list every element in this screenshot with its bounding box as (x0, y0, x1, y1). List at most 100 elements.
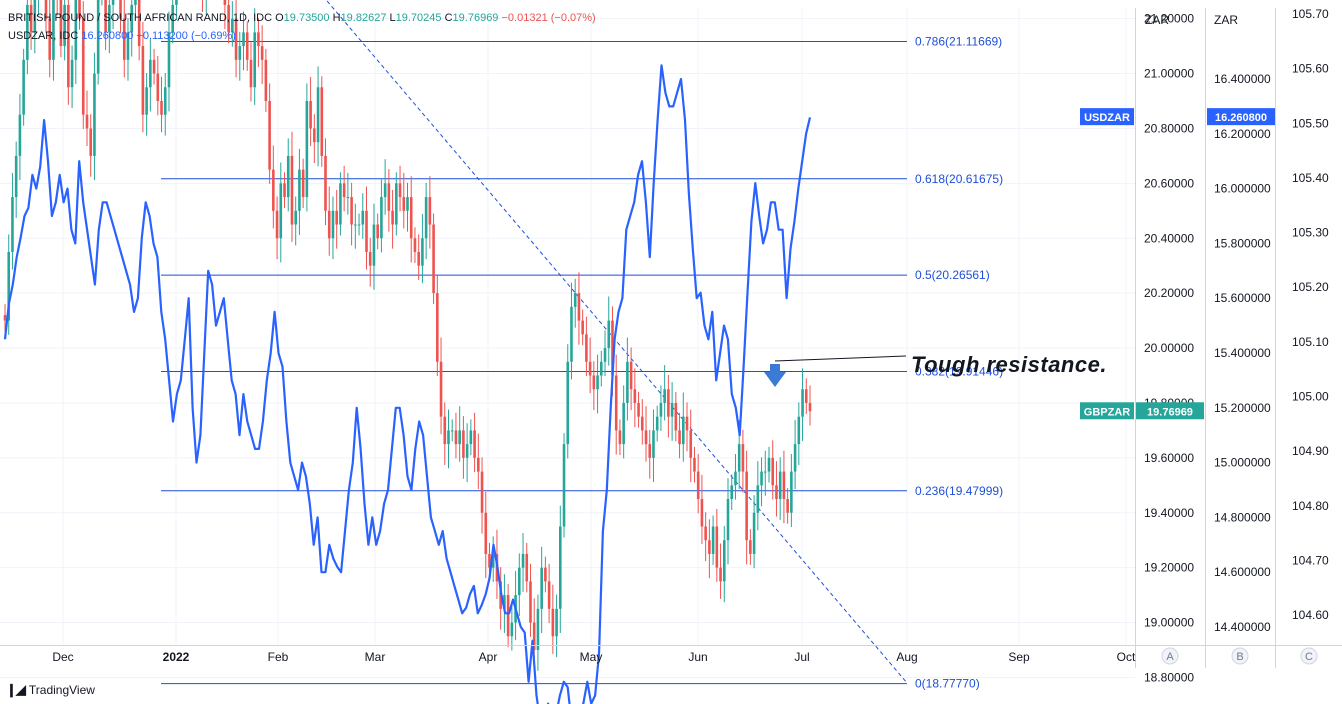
candle (689, 409, 693, 483)
candle (260, 25, 264, 84)
candle-body (126, 32, 130, 60)
candle-body (622, 402, 625, 445)
fib-retracement[interactable]: 1(21.75351)0.786(21.11669)0.618(20.61675… (161, 0, 1003, 691)
fib-level-label: 0.382(19.91446) (915, 365, 1003, 379)
candle-body (782, 471, 786, 500)
candle-body (473, 430, 476, 458)
candle (648, 429, 652, 479)
candle (268, 83, 271, 184)
candle (365, 186, 368, 270)
candle-body (331, 210, 335, 239)
candle (551, 584, 555, 654)
candle (614, 354, 618, 455)
candle-body (804, 389, 808, 403)
candle-body (562, 444, 566, 527)
candle (368, 237, 372, 287)
candle (573, 278, 577, 328)
candle (640, 399, 644, 445)
candle (63, 0, 66, 61)
candle-body (592, 375, 596, 390)
tradingview-branding[interactable]: ❙◢ TradingView (6, 682, 95, 698)
axis-c-tick: 104.70 (1292, 553, 1329, 567)
candle-body (402, 197, 406, 211)
candle (536, 594, 540, 671)
candle (760, 457, 763, 507)
candle (327, 186, 331, 256)
candle-body (361, 210, 365, 225)
candle-body (655, 416, 659, 431)
axis-a-tick: 19.20000 (1144, 561, 1194, 575)
candle (767, 446, 771, 483)
candle-body (637, 402, 640, 417)
scale-button-b[interactable]: B (1231, 647, 1249, 665)
candle (547, 563, 551, 624)
candle-body (532, 622, 536, 650)
axis-c-tick: 105.40 (1292, 171, 1329, 185)
candle (585, 316, 588, 377)
high-label: H (332, 12, 341, 24)
candle (786, 488, 789, 524)
candle (357, 213, 361, 236)
candle-body (152, 59, 156, 74)
candle (540, 546, 543, 633)
annotation-callout-line (774, 355, 907, 362)
candle-body (391, 210, 394, 225)
time-axis[interactable]: Dec 2022 Feb Mar Apr May Jun Jul Aug Sep Oct (52, 650, 1136, 664)
candle (588, 337, 592, 394)
candle (454, 412, 458, 459)
candle (89, 114, 93, 177)
candle (726, 478, 730, 565)
candle-body (585, 334, 588, 362)
candle (801, 368, 804, 441)
resistance-annotation[interactable]: Tough resistance. (764, 352, 1107, 387)
candle-body (588, 361, 592, 376)
axis-a-unit: ZAR (1145, 13, 1169, 27)
candle-body (242, 32, 245, 47)
scale-button-bg (1231, 647, 1249, 665)
candle-body (458, 430, 461, 445)
price-tag-symbol-bg (1080, 402, 1134, 420)
candle-body (439, 361, 443, 417)
scale-button-label: C (1305, 651, 1313, 663)
trendline[interactable] (214, 0, 908, 684)
candle-body (119, 0, 122, 19)
candle (804, 378, 808, 414)
candle-body (547, 581, 551, 609)
candle-body (670, 402, 674, 417)
candle-body (734, 471, 737, 486)
price-tag-value-bg (1136, 402, 1204, 420)
axis-c-tick: 105.60 (1292, 62, 1329, 76)
scale-button-c[interactable]: C (1300, 647, 1318, 665)
candle (570, 282, 573, 380)
price-tag-usdzar: USDZAR 16.260800 (1080, 108, 1275, 126)
candle-body (406, 197, 409, 211)
candle-body (14, 155, 18, 198)
price-tag-gbpzar: GBPZAR 19.76969 (1080, 402, 1204, 420)
candle (756, 461, 760, 531)
candle (101, 0, 103, 6)
candle-body (715, 526, 719, 568)
candle (74, 0, 78, 84)
candle-body (398, 183, 402, 198)
candle (432, 213, 435, 305)
candle (790, 454, 793, 528)
candle-body (633, 389, 637, 403)
candle-body (372, 224, 376, 266)
axis-c-tick: 104.60 (1292, 608, 1329, 622)
candle-body (376, 224, 379, 239)
candle-body (488, 553, 491, 568)
candle-body (678, 430, 681, 445)
candle (771, 440, 775, 500)
scale-button-a[interactable]: A (1161, 647, 1179, 665)
candle (122, 0, 126, 78)
candle-body (491, 553, 495, 568)
candle-body (570, 306, 573, 362)
candle-body (253, 32, 256, 88)
fib-level-label: 0(18.77770) (915, 677, 980, 691)
candle (782, 450, 786, 524)
candle-body (626, 361, 629, 403)
candle (152, 48, 156, 85)
candle-body (573, 293, 577, 307)
candle (406, 182, 409, 232)
candle (704, 512, 707, 562)
